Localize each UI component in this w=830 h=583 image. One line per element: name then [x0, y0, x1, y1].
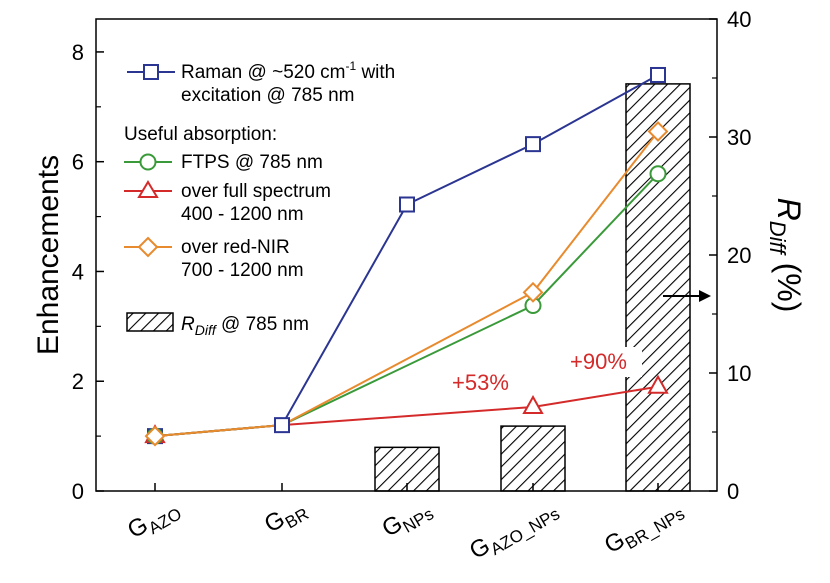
raman-marker	[399, 196, 415, 213]
legend-triangle-marker	[137, 180, 159, 198]
x-tick-label: GBR	[260, 494, 312, 542]
legend: Raman @ ~520 cm-1 with excitation @ 785 …	[124, 59, 395, 338]
y2-tick-label: 30	[727, 125, 751, 150]
y2-tick-label: 20	[727, 243, 751, 268]
series-line-rednir	[154, 130, 659, 438]
x-tick-label: GBR_NPs	[600, 494, 688, 563]
right-axis-arrowhead	[699, 290, 711, 302]
y2-tick-label: 10	[727, 361, 751, 386]
x-tick-label-sub: AZO_NPs	[487, 504, 563, 559]
legend-item-rdiff: RDiff @ 785 nm	[126, 312, 309, 338]
legend-ftps-label: FTPS @ 785 nm	[181, 152, 323, 173]
legend-rednir-line2: 700 - 1200 nm	[181, 260, 304, 281]
annotation-plus90-bg	[566, 347, 642, 377]
y-tick-label: 6	[72, 150, 84, 175]
x-tick-label-sub: BR_NPs	[622, 504, 688, 553]
legend-square-marker	[143, 64, 159, 80]
raman-marker	[274, 417, 290, 434]
raman-marker	[525, 136, 541, 153]
legend-diamond-marker	[137, 236, 159, 258]
x-tick-label-sub: NPs	[400, 504, 437, 537]
rednir-marker	[647, 121, 669, 142]
legend-item-ftps: FTPS @ 785 nm	[124, 152, 323, 173]
x-tick-label: GAZO	[123, 494, 185, 548]
raman-marker	[650, 66, 666, 83]
legend-rdiff-base: R	[181, 314, 195, 335]
legend-item-rednir: over red-NIR 700 - 1200 nm	[124, 236, 304, 281]
annotation-plus53: +53%	[452, 370, 509, 395]
rednir-marker	[522, 281, 544, 303]
legend-item-full: over full spectrum 400 - 1200 nm	[124, 180, 331, 225]
legend-raman-line2: excitation @ 785 nm	[181, 85, 355, 106]
y2-axis-title-base: R	[771, 198, 807, 221]
legend-useful-heading: Useful absorption:	[124, 124, 277, 145]
rdiff-bar	[625, 83, 691, 492]
legend-raman-line1: Raman @ ~520 cm-1 with	[181, 59, 395, 83]
legend-raman-sup: -1	[346, 59, 357, 73]
y2-tick-label: 0	[727, 479, 739, 504]
y-tick-label: 8	[72, 40, 84, 65]
legend-rednir-line1: over red-NIR	[181, 237, 290, 258]
x-tick-label: GNPs	[378, 494, 437, 546]
y2-tick-label: 40	[727, 7, 751, 32]
legend-rdiff-sub: Diff	[195, 322, 218, 338]
legend-raman-with: with	[356, 62, 395, 83]
legend-hatch-swatch	[126, 312, 174, 332]
rednir-marker	[144, 425, 166, 447]
full-marker	[647, 374, 669, 394]
rdiff-bar	[500, 425, 566, 492]
right-axis-arrow	[663, 290, 711, 302]
x-tick-label-sub: AZO	[145, 504, 185, 538]
full-marker	[522, 394, 544, 415]
legend-rdiff-tail: @ 785 nm	[216, 314, 309, 335]
annotation-plus90: +90%	[570, 349, 627, 374]
y-tick-label: 0	[72, 479, 84, 504]
legend-circle-marker	[139, 153, 157, 171]
y-axis-title: Enhancements	[32, 155, 65, 355]
markers-layer	[144, 66, 669, 447]
y2-axis-title-sub: Diff	[765, 221, 790, 257]
ftps-marker	[649, 165, 667, 183]
legend-full-line2: 400 - 1200 nm	[181, 204, 304, 225]
legend-rdiff-label: RDiff @ 785 nm	[181, 314, 309, 338]
legend-item-raman: Raman @ ~520 cm-1 with excitation @ 785 …	[127, 59, 395, 106]
legend-full-line1: over full spectrum	[181, 181, 331, 202]
bars-layer	[374, 83, 691, 492]
y2-axis-title: RDiff (%)	[765, 198, 807, 313]
y-tick-label: 4	[72, 259, 84, 284]
y2-axis-title-unit: (%)	[771, 254, 807, 313]
y-tick-label: 2	[72, 369, 84, 394]
legend-raman-text: Raman @ ~520 cm	[181, 62, 346, 83]
x-tick-label: GAZO_NPs	[465, 494, 563, 568]
